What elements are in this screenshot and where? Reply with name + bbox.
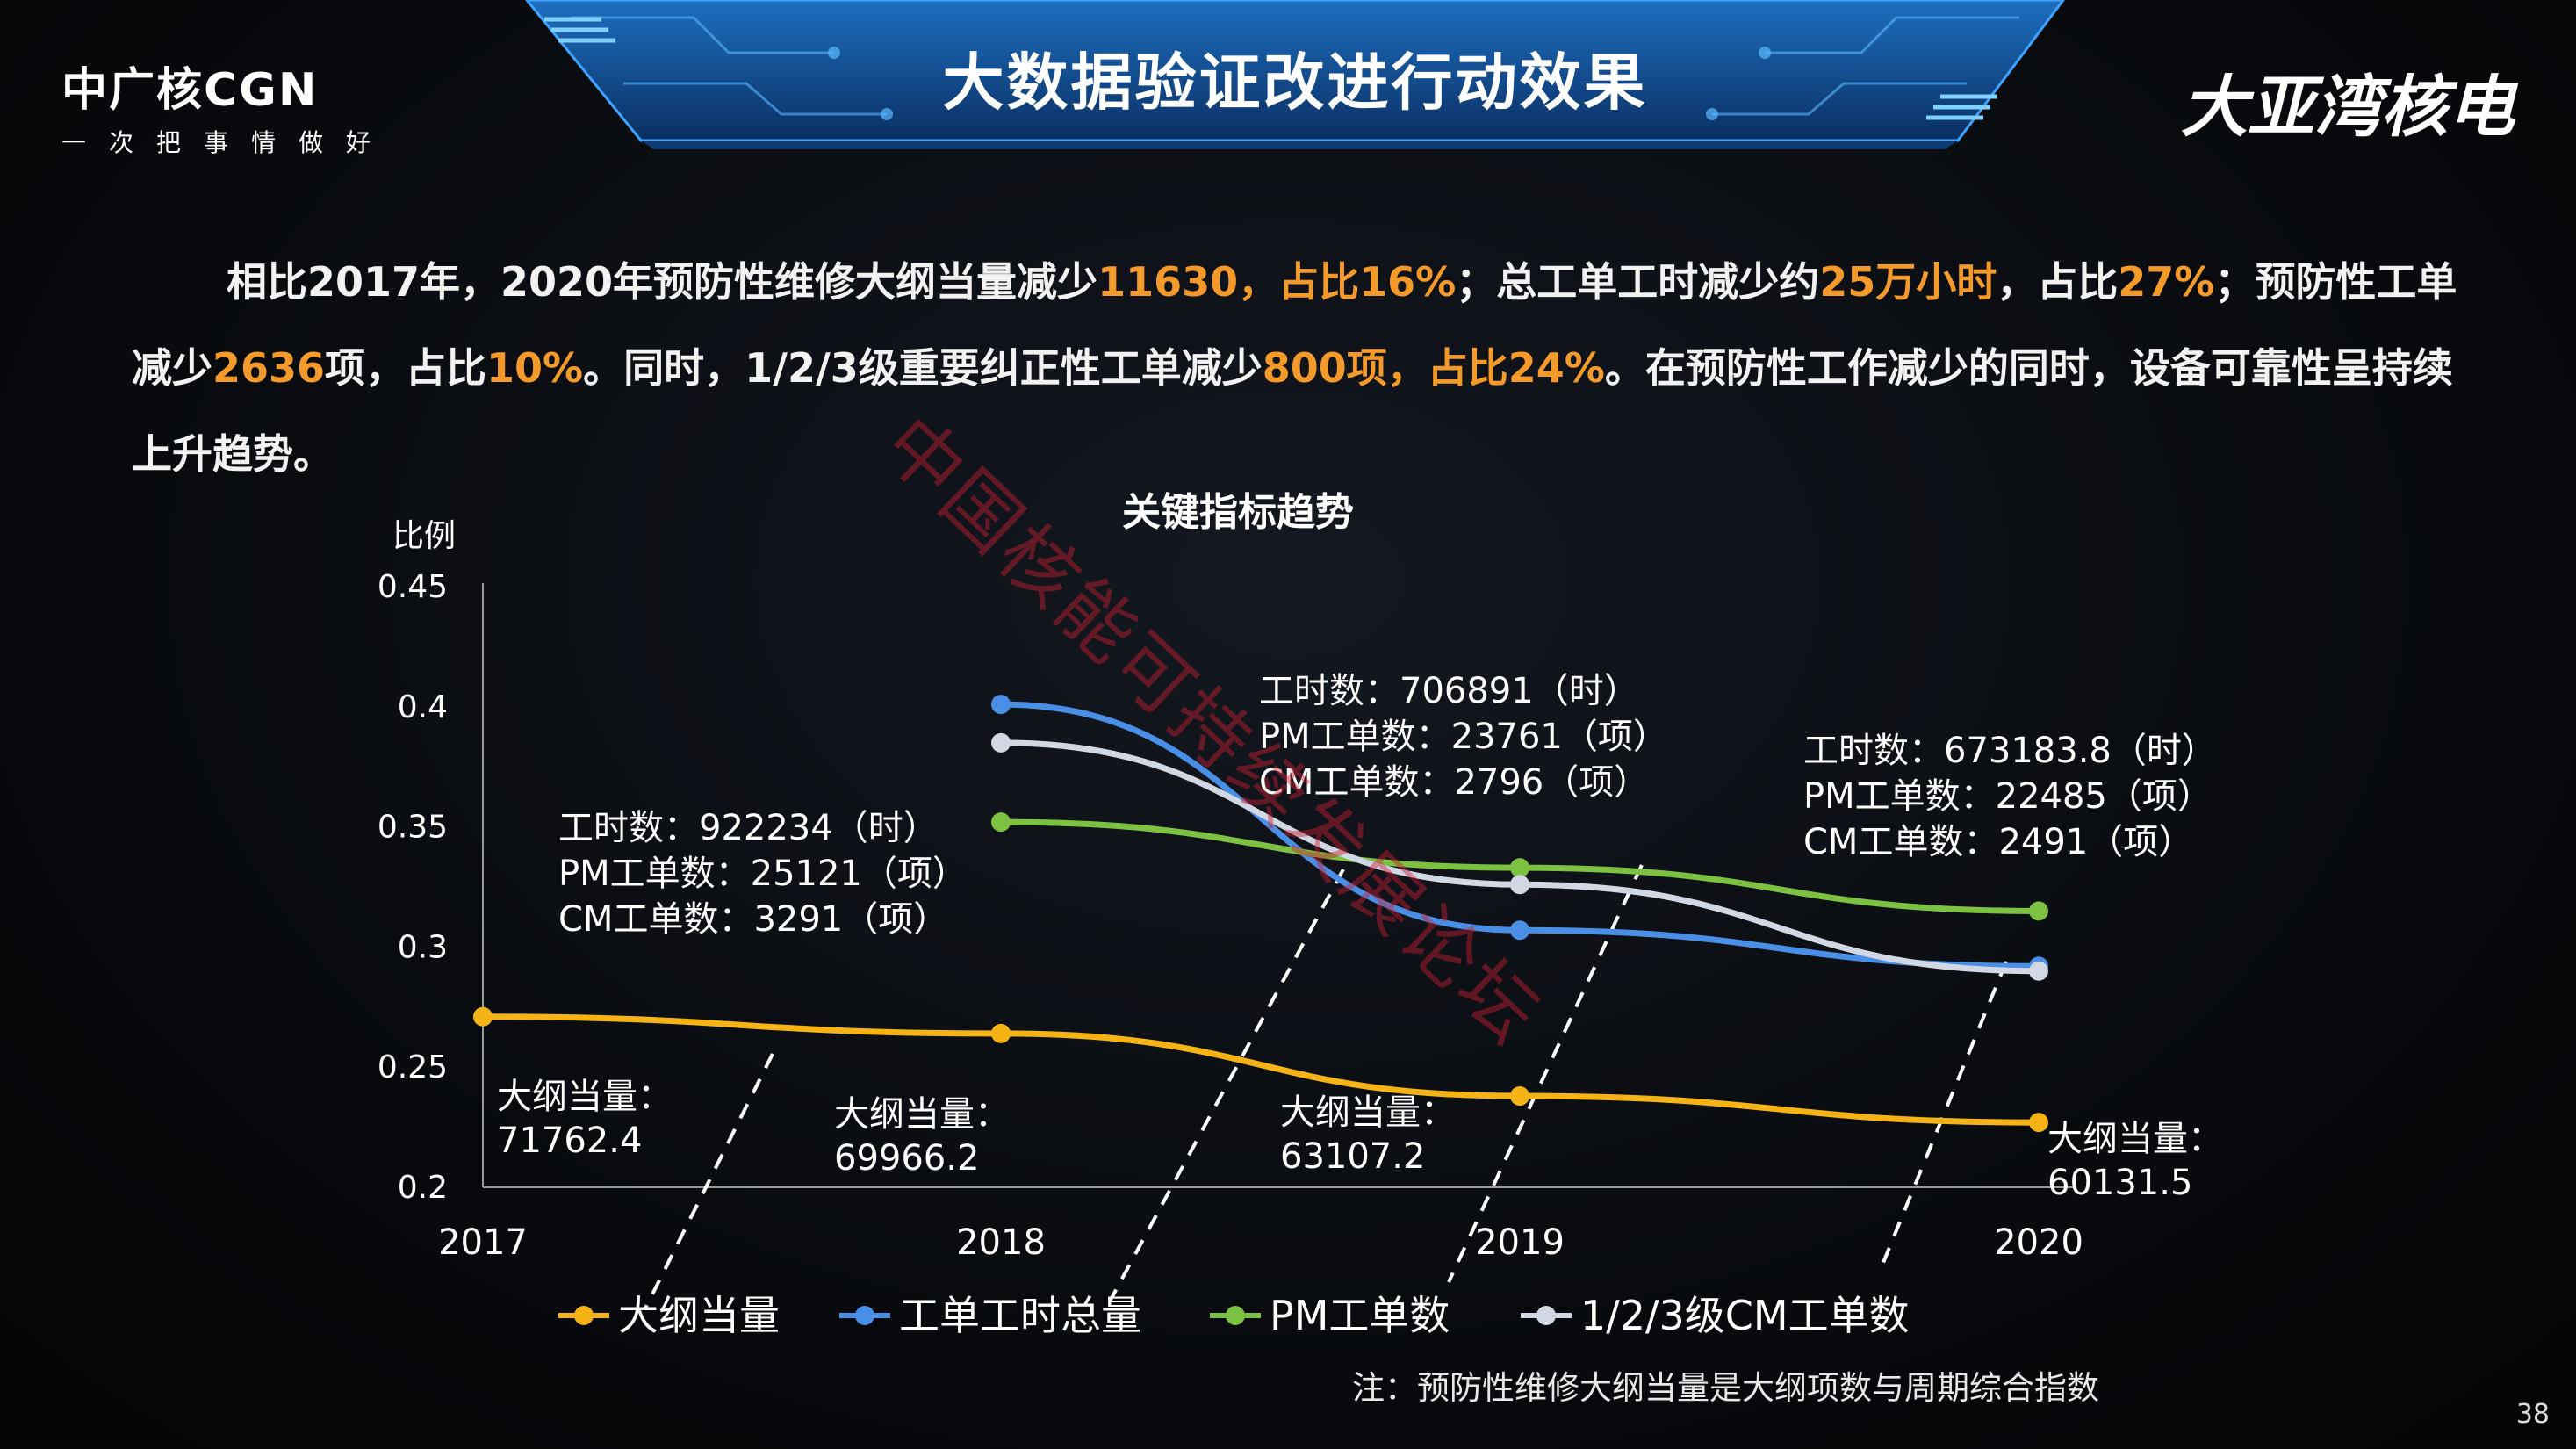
summary-highlight: 800项，占比24% (1262, 344, 1605, 392)
data-point (991, 732, 1011, 753)
data-point (1510, 920, 1529, 941)
cgn-logo: 中广核CGN 一次把事情做好 (61, 53, 430, 157)
summary-highlight: 2636 (212, 344, 326, 392)
summary-part: 。在预防性工作减少的同时，设备可靠性呈持续上升趋势。 (132, 344, 2453, 478)
series-line (1000, 701, 2040, 970)
data-label: 71762.4 (497, 1121, 642, 1161)
y-tick-label: 0.3 (398, 929, 448, 965)
x-tick-label: 2020 (1994, 1222, 2083, 1263)
legend-label: PM工单数 (1270, 1292, 1450, 1339)
summary-text: 相比2017年，2020年预防性维修大纲当量减少11630，占比16%；总工单工… (132, 239, 2458, 497)
data-label: 60131.5 (2047, 1163, 2192, 1203)
data-label: 大纲当量： (2047, 1119, 2223, 1159)
y-tick-label: 0.35 (378, 810, 448, 846)
logo-main-text: 中广核CGN (61, 64, 319, 117)
data-point (1510, 875, 1529, 895)
data-label: 69966.2 (834, 1138, 979, 1179)
legend-label: 1/2/3级CM工单数 (1580, 1292, 1910, 1339)
callout-text: CM工单数：2796（项） (1259, 762, 1649, 803)
chart-title: 关键指标趋势 (1122, 490, 1354, 535)
data-label: 大纲当量： (497, 1077, 673, 1117)
summary-part: 相比2017年，2020年预防性维修大纲当量减少 (227, 258, 1098, 306)
data-point (991, 695, 1011, 715)
summary-part: ，占比 (1997, 258, 2119, 306)
brand-signature: 大亚湾核电 (2181, 68, 2515, 146)
page-title: 大数据验证改进行动效果 (942, 47, 1648, 119)
data-point (1510, 1086, 1529, 1107)
summary-part: 。同时，1/2/3级重要纠正性工单减少 (583, 344, 1263, 392)
callout-text: 工时数：673183.8（时） (1803, 731, 2217, 771)
callout-text: 工时数：706891（时） (1259, 671, 1639, 711)
data-label: 63107.2 (1280, 1136, 1425, 1177)
summary-highlight: 27% (2118, 258, 2215, 306)
callout-text: CM工单数：2491（项） (1803, 822, 2193, 862)
summary-highlight: 25万小时 (1819, 258, 1997, 306)
y-tick-label: 0.25 (378, 1049, 448, 1085)
footnote: 注：预防性维修大纲当量是大纲项数与周期综合指数 (1352, 1369, 2099, 1407)
data-label: 大纲当量： (1280, 1092, 1456, 1133)
leader-line (1447, 864, 1644, 1283)
y-tick-label: 0.4 (398, 689, 448, 725)
data-point (1510, 858, 1529, 878)
data-point (473, 1006, 493, 1027)
y-axis-label: 比例 (392, 518, 456, 554)
summary-highlight: 11630，占比16% (1097, 258, 1457, 306)
summary-part: 项，占比 (325, 344, 487, 392)
x-tick-label: 2018 (956, 1222, 1046, 1263)
data-point (991, 1023, 1011, 1043)
series-line (482, 1013, 2040, 1126)
data-point (2029, 901, 2048, 921)
legend-swatch-dot (855, 1306, 874, 1325)
data-point (991, 812, 1011, 833)
legend-label: 工单工时总量 (899, 1292, 1141, 1339)
y-tick-label: 0.45 (378, 569, 448, 605)
legend-swatch-dot (574, 1306, 594, 1325)
data-point (2029, 1113, 2048, 1133)
callout-text: PM工单数：25121（项） (558, 854, 968, 894)
x-tick-label: 2017 (438, 1222, 528, 1263)
banner-shape (525, 0, 2065, 149)
callout-text: 工时数：922234（时） (558, 808, 939, 848)
summary-part: ；总工单工时减少约 (1456, 258, 1820, 306)
summary-highlight: 10% (486, 344, 584, 392)
callout-text: PM工单数：22485（项） (1803, 776, 2213, 817)
leader-line (644, 1053, 774, 1309)
page-number: 38 (2515, 1399, 2550, 1430)
logo-slogan: 一次把事情做好 (61, 128, 394, 157)
title-banner: 大数据验证改进行动效果 (518, 0, 2072, 149)
legend-label: 大纲当量 (618, 1292, 780, 1339)
y-tick-label: 0.2 (398, 1170, 448, 1206)
callout-text: PM工单数：23761（项） (1259, 717, 1668, 757)
data-label: 大纲当量： (834, 1094, 1010, 1135)
x-tick-label: 2019 (1475, 1222, 1565, 1263)
legend-swatch-dot (1536, 1306, 1556, 1325)
summary-part: ；预防性工单减少 (132, 258, 2457, 392)
legend-swatch-dot (1226, 1306, 1245, 1325)
callout-text: CM工单数：3291（项） (558, 899, 948, 940)
data-point (2029, 961, 2048, 981)
leader-line (1109, 869, 1345, 1301)
